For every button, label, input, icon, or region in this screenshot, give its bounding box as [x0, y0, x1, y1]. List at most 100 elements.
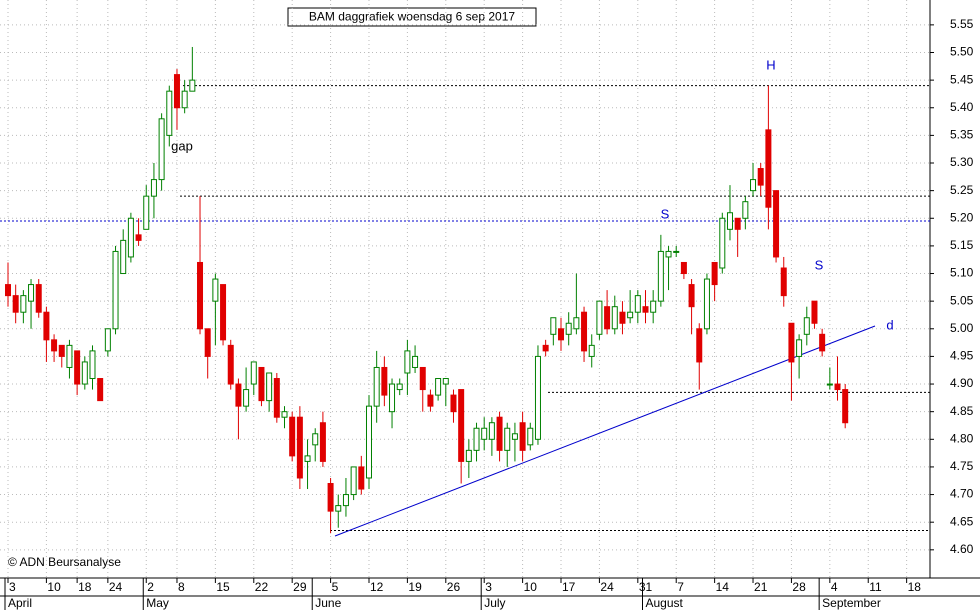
- x-tick-label: 15: [216, 580, 230, 594]
- candle-body: [227, 344, 234, 385]
- candle-body: [588, 344, 595, 357]
- candle-body: [573, 317, 580, 330]
- candle-body: [703, 278, 710, 330]
- candle-body: [51, 339, 58, 352]
- x-tick-label: 10: [524, 580, 538, 594]
- candle-body: [619, 311, 626, 324]
- candle-body: [650, 300, 657, 313]
- y-tick-label: 5.25: [950, 183, 974, 197]
- candle-body: [296, 416, 303, 479]
- month-label: September: [822, 596, 881, 610]
- y-tick-label: 4.60: [950, 542, 974, 556]
- candle-body: [427, 394, 434, 407]
- candle-body: [97, 378, 104, 402]
- x-tick-label: 22: [255, 580, 269, 594]
- annotation: S: [661, 206, 670, 221]
- candle-body: [127, 217, 134, 258]
- candle-body: [104, 328, 111, 352]
- candle-body: [135, 234, 142, 241]
- y-tick-label: 5.10: [950, 266, 974, 280]
- y-tick-label: 5.20: [950, 210, 974, 224]
- candle-body: [212, 278, 219, 302]
- y-tick-label: 5.45: [950, 72, 974, 86]
- candle-body: [173, 74, 180, 109]
- trend-line: [334, 325, 876, 537]
- candle-body: [803, 317, 810, 335]
- x-tick-label: 7: [677, 580, 684, 594]
- candle-body: [43, 311, 50, 341]
- x-tick-label: 18: [78, 580, 92, 594]
- candle-body: [826, 383, 833, 386]
- candle-body: [604, 306, 611, 330]
- candle-body: [327, 483, 334, 512]
- x-tick-label: 21: [754, 580, 768, 594]
- title-box: [287, 7, 537, 27]
- x-tick-label: 14: [716, 580, 730, 594]
- annotation: H: [766, 57, 775, 72]
- candle-body: [450, 394, 457, 413]
- candle-body: [35, 284, 42, 313]
- y-tick-label: 4.65: [950, 514, 974, 528]
- x-tick-label: 3: [9, 580, 16, 594]
- candle-body: [611, 306, 618, 330]
- candle-body: [780, 267, 787, 297]
- candle-body: [81, 361, 88, 385]
- x-tick-label: 10: [47, 580, 61, 594]
- candle-body: [496, 416, 503, 451]
- candle-body: [542, 344, 549, 352]
- candle-body: [358, 466, 365, 490]
- candle-body: [673, 250, 680, 253]
- candle-body: [412, 355, 419, 368]
- candle-body: [719, 217, 726, 269]
- candle-body: [89, 350, 96, 380]
- annotation: d: [886, 317, 893, 332]
- candle-body: [627, 311, 634, 319]
- candle-body: [312, 433, 319, 446]
- candle-body: [12, 295, 19, 313]
- candle-body: [842, 389, 849, 424]
- x-tick-label: 31: [639, 580, 653, 594]
- candle-body: [58, 344, 65, 357]
- candle-body: [28, 284, 35, 302]
- y-tick-label: 5.15: [950, 238, 974, 252]
- candle-body: [143, 195, 150, 230]
- annotation: gap: [171, 138, 193, 153]
- candle-body: [150, 179, 157, 197]
- copyright: © ADN Beursanalyse: [8, 555, 121, 569]
- candle-body: [389, 383, 396, 413]
- candle-body: [688, 284, 695, 308]
- y-tick-label: 5.50: [950, 45, 974, 59]
- candle-body: [519, 422, 526, 451]
- y-tick-label: 5.35: [950, 128, 974, 142]
- candle-body: [404, 350, 411, 374]
- y-tick-label: 4.70: [950, 487, 974, 501]
- candle-body: [158, 118, 165, 181]
- candle-body: [350, 466, 357, 496]
- candle-body: [266, 372, 273, 402]
- month-label: April: [8, 596, 32, 610]
- candle-body: [581, 311, 588, 352]
- y-tick-label: 4.90: [950, 376, 974, 390]
- y-tick-label: 5.30: [950, 155, 974, 169]
- month-label: June: [315, 596, 341, 610]
- x-tick-label: 24: [600, 580, 614, 594]
- candle-body: [788, 322, 795, 363]
- x-tick-label: 26: [447, 580, 461, 594]
- month-label: May: [146, 596, 169, 610]
- candle-body: [281, 411, 288, 418]
- candle-body: [757, 168, 764, 186]
- x-tick-label: 11: [869, 580, 882, 594]
- candle-body: [550, 317, 557, 335]
- x-tick-label: 8: [178, 580, 185, 594]
- x-tick-label: 12: [370, 580, 384, 594]
- y-tick-label: 5.55: [950, 17, 974, 31]
- candle-body: [365, 405, 372, 479]
- candle-body: [120, 239, 127, 275]
- y-tick-label: 4.85: [950, 404, 974, 418]
- candle-body: [166, 90, 173, 136]
- candle-body: [834, 383, 841, 391]
- candle-body: [419, 366, 426, 391]
- candle-body: [773, 190, 780, 258]
